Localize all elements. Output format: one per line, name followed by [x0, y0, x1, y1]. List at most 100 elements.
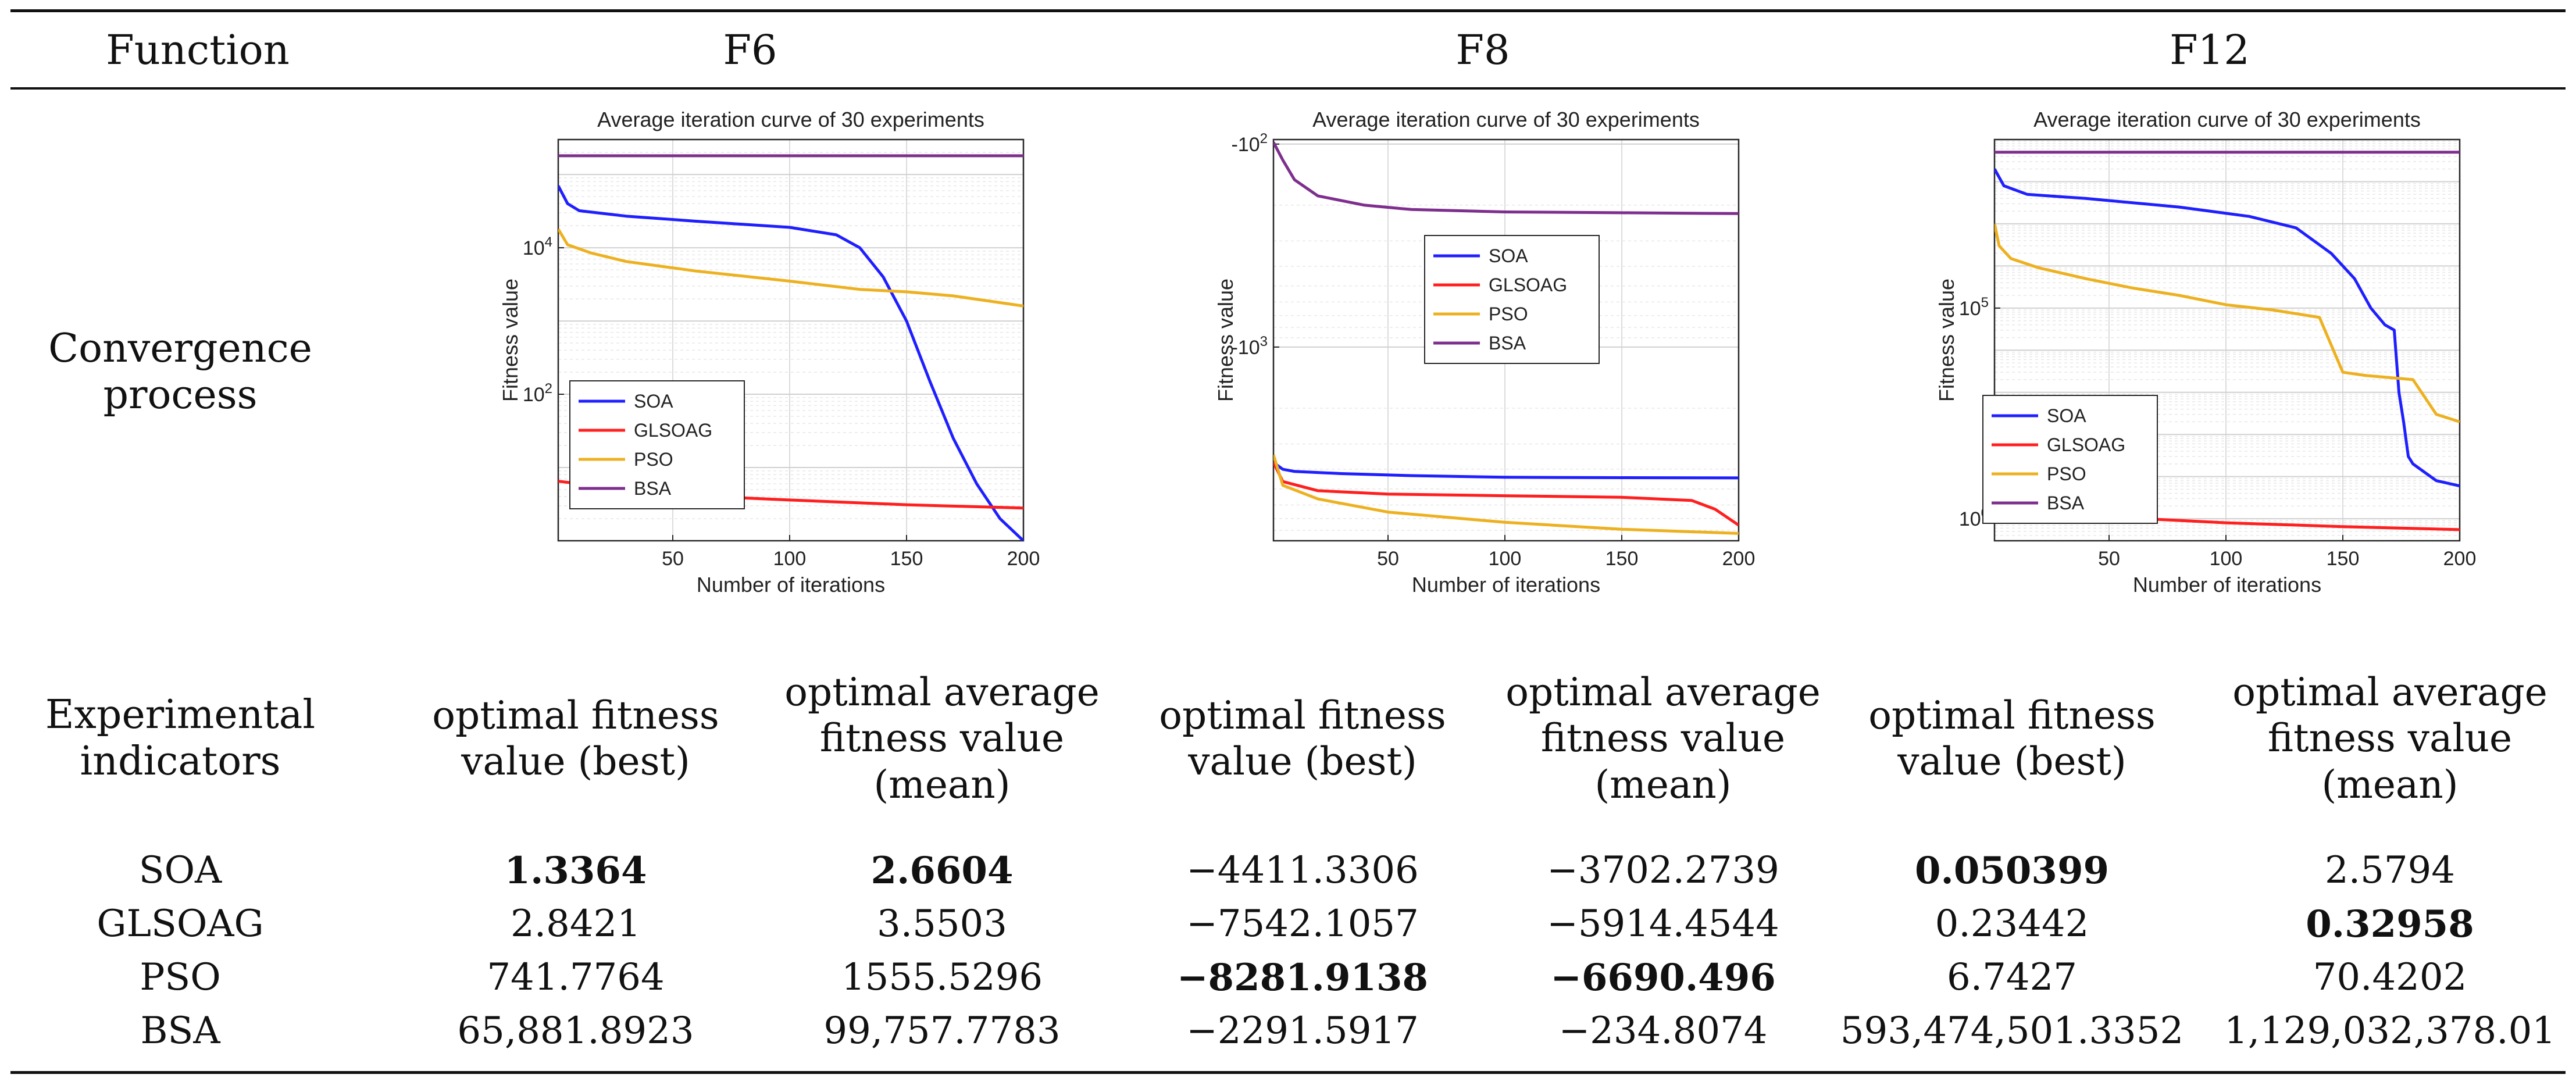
- series-line-pso: [1995, 223, 2460, 423]
- chart-f12-svg: Average iteration curve of 30 experiment…: [1935, 108, 2477, 597]
- experimental-indicators-label: Experimental indicators: [45, 691, 316, 784]
- row-label-pso: PSO: [140, 956, 221, 1000]
- table-cell: 1555.5296: [841, 956, 1043, 1000]
- chart-title: Average iteration curve of 30 experiment…: [597, 108, 984, 131]
- table-cell: 2.5794: [2325, 849, 2455, 893]
- function-header-f12: F12: [2170, 26, 2250, 74]
- x-axis-label: Number of iterations: [1412, 573, 1600, 597]
- table-cell: −2291.5917: [1186, 1009, 1419, 1053]
- legend-label-pso: PSO: [634, 449, 673, 470]
- x-tick-label: 100: [1489, 548, 1522, 570]
- table-cell: −5914.4544: [1547, 902, 1779, 946]
- y-tick-label: 102: [523, 381, 552, 406]
- legend: SOA GLSOAG PSO BSA: [1424, 235, 1600, 364]
- y-axis-label: Fitness value: [1935, 279, 1958, 402]
- chart-f12: Average iteration curve of 30 experiment…: [1925, 99, 2483, 628]
- x-tick-label: 100: [773, 548, 807, 570]
- table-cell: −3702.2739: [1547, 849, 1779, 893]
- table-cell: −4411.3306: [1186, 849, 1419, 893]
- x-tick-label: 100: [2210, 548, 2243, 570]
- chart-f6: Average iteration curve of 30 experiment…: [488, 99, 1047, 628]
- legend-label-soa: SOA: [634, 391, 673, 412]
- header-rule: [10, 87, 2566, 90]
- table-cell: −6690.496: [1550, 956, 1776, 1000]
- indicator-header-f6-best: optimal fitness value (best): [432, 693, 719, 784]
- legend-label-pso: PSO: [2047, 463, 2086, 484]
- chart-title: Average iteration curve of 30 experiment…: [1312, 108, 1700, 131]
- table-cell: −8281.9138: [1176, 956, 1429, 1000]
- bottom-rule: [10, 1071, 2566, 1074]
- axes-box: [1272, 138, 1740, 542]
- table-cell: 6.7427: [1947, 956, 2077, 1000]
- table-cell: 3.5503: [877, 902, 1007, 946]
- x-tick-label: 200: [1007, 548, 1040, 570]
- series-group: [1273, 141, 1739, 535]
- series-line-pso: [1273, 454, 1739, 535]
- x-tick-label: 150: [1605, 548, 1639, 570]
- series-line-bsa: [1273, 141, 1739, 215]
- y-axis-label: Fitness value: [1214, 279, 1237, 402]
- legend: SOA GLSOAG PSO BSA: [569, 380, 745, 509]
- x-axis-label: Number of iterations: [2133, 573, 2321, 597]
- table-cell: 70.4202: [2313, 956, 2467, 1000]
- legend-label-soa: SOA: [1489, 245, 1528, 266]
- table-cell: −7542.1057: [1186, 902, 1419, 946]
- legend-label-soa: SOA: [2047, 405, 2086, 426]
- function-column-header: Function: [106, 26, 290, 74]
- indicator-header-f12-best: optimal fitness value (best): [1868, 693, 2156, 784]
- legend-label-glsoag: GLSOAG: [2047, 434, 2125, 455]
- x-tick-label: 150: [890, 548, 923, 570]
- x-tick-label: 50: [2098, 548, 2120, 570]
- x-tick-label: 50: [662, 548, 684, 570]
- table-cell: 65,881.8923: [457, 1009, 694, 1053]
- top-rule: [10, 9, 2566, 12]
- x-tick-label: 50: [1377, 548, 1399, 570]
- row-label-glsoag: GLSOAG: [97, 902, 264, 946]
- function-header-f8: F8: [1455, 26, 1510, 74]
- table-cell: 0.050399: [1915, 849, 2109, 893]
- function-header-f6: F6: [723, 26, 777, 74]
- legend-label-bsa: BSA: [634, 478, 672, 499]
- chart-f8: Average iteration curve of 30 experiment…: [1204, 99, 1762, 628]
- series-line-pso: [558, 228, 1023, 308]
- row-label-soa: SOA: [138, 849, 222, 893]
- convergence-process-label: Convergence process: [48, 325, 312, 418]
- y-tick-label: 104: [523, 234, 552, 259]
- y-axis-label: Fitness value: [498, 279, 522, 402]
- legend-label-pso: PSO: [1489, 304, 1528, 324]
- axes-box: [557, 138, 1025, 542]
- axes-box: [1993, 138, 2461, 542]
- series-line-soa: [1273, 461, 1739, 480]
- indicator-header-f12-mean: optimal average fitness value (mean): [2232, 670, 2548, 807]
- table-cell: 2.6604: [870, 849, 1014, 893]
- indicator-header-f8-best: optimal fitness value (best): [1159, 693, 1446, 784]
- x-tick-label: 200: [2443, 548, 2477, 570]
- table-cell: 0.32958: [2306, 902, 2474, 947]
- legend-label-glsoag: GLSOAG: [634, 420, 712, 441]
- series-line-soa: [558, 185, 1023, 541]
- series-line-soa: [1995, 168, 2460, 488]
- indicator-header-f6-mean: optimal average fitness value (mean): [784, 670, 1100, 807]
- y-tick-label: -102: [1232, 131, 1268, 156]
- row-label-bsa: BSA: [140, 1009, 220, 1053]
- legend-label-bsa: BSA: [1489, 333, 1526, 354]
- table-cell: 99,757.7783: [823, 1009, 1061, 1053]
- table-cell: −234.8074: [1558, 1009, 1768, 1053]
- table-cell: 1,129,032,378.01: [2224, 1009, 2556, 1053]
- table-cell: 593,474,501.3352: [1840, 1009, 2184, 1053]
- x-axis-label: Number of iterations: [697, 573, 885, 597]
- legend: SOA GLSOAG PSO BSA: [1982, 395, 2158, 524]
- x-tick-label: 150: [2327, 548, 2360, 570]
- y-tick-label: -103: [1232, 334, 1268, 359]
- y-tick-label: 105: [1959, 295, 1989, 320]
- legend-label-glsoag: GLSOAG: [1489, 274, 1567, 295]
- table-cell: 1.3364: [504, 849, 647, 893]
- x-tick-label: 200: [1722, 548, 1756, 570]
- chart-f8-svg: Average iteration curve of 30 experiment…: [1214, 108, 1756, 597]
- chart-title: Average iteration curve of 30 experiment…: [2033, 108, 2421, 131]
- table-cell: 0.23442: [1935, 902, 2089, 946]
- table-cell: 741.7764: [487, 956, 665, 1000]
- indicator-header-f8-mean: optimal average fitness value (mean): [1505, 670, 1821, 807]
- legend-label-bsa: BSA: [2047, 492, 2085, 513]
- table-cell: 2.8421: [511, 902, 641, 946]
